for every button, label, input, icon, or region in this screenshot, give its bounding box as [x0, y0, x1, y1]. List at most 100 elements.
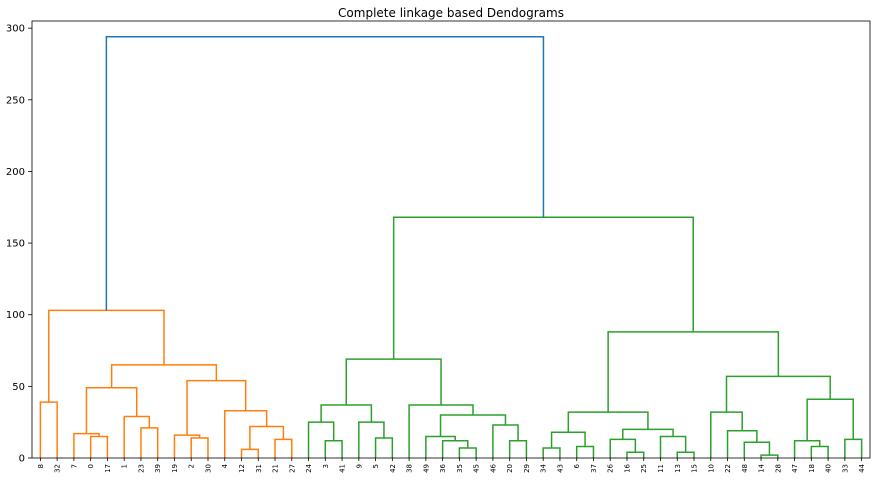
leaf-label-25: 25: [640, 464, 648, 473]
leaf-label-43: 43: [556, 464, 564, 473]
leaf-label-44: 44: [858, 463, 866, 472]
dendrogram-link-32: [609, 438, 637, 458]
dendrogram-link-30: [550, 431, 586, 448]
dendrogram-link-35: [622, 428, 674, 440]
y-axis: 0 50 100 150 200 250 300: [6, 24, 32, 465]
dendrogram-link-6: [190, 437, 209, 458]
dendrogram-links: [39, 36, 863, 458]
leaf-label-4: 4: [221, 463, 229, 468]
leaf-label-17: 17: [104, 464, 112, 473]
leaf-label-13: 13: [674, 464, 682, 473]
leaf-label-28: 28: [774, 464, 782, 473]
leaf-label-2: 2: [188, 464, 196, 468]
dendrogram-link-9: [274, 438, 293, 458]
dendrogram-link-10: [249, 425, 285, 450]
y-tick-label: 100: [6, 310, 25, 321]
dendrogram-link-0: [39, 401, 58, 458]
leaf-label-39: 39: [154, 464, 162, 473]
leaf-label-37: 37: [590, 464, 598, 473]
leaf-label-22: 22: [724, 464, 732, 473]
dendrogram-link-44: [806, 398, 854, 441]
dendrogram-link-41: [810, 445, 829, 458]
leaf-label-46: 46: [489, 463, 497, 472]
dendrogram-link-46: [607, 331, 780, 413]
leaf-label-35: 35: [456, 464, 464, 473]
dendrogram-link-20: [458, 447, 477, 458]
leaf-label-5: 5: [372, 464, 380, 468]
leaf-label-15: 15: [691, 464, 699, 473]
leaf-label-19: 19: [171, 464, 179, 473]
dendrogram-link-12: [186, 379, 247, 436]
leaf-label-1: 1: [121, 464, 129, 468]
leaf-label-20: 20: [506, 464, 514, 473]
dendrogram-link-33: [676, 451, 695, 458]
dendrogram-link-45: [725, 375, 831, 413]
dendrogram-link-42: [793, 440, 821, 458]
plot-frame: [31, 20, 871, 459]
dendrogram-link-31: [626, 451, 645, 458]
dendrogram-link-48: [105, 36, 545, 311]
dendrogram-link-24: [492, 424, 519, 458]
leaf-label-9: 9: [355, 464, 363, 468]
leaf-label-3: 3: [322, 464, 330, 468]
y-tick-label: 150: [6, 239, 25, 250]
dendrogram-link-47: [392, 216, 694, 360]
dendrogram-link-3: [140, 427, 159, 458]
dendrogram-link-22: [425, 435, 456, 458]
dendrogram-link-8: [240, 448, 260, 458]
leaf-label-45: 45: [473, 464, 481, 473]
dendrogram-link-5: [85, 387, 138, 434]
dendrogram-link-4: [123, 415, 151, 458]
leaf-label-40: 40: [825, 464, 833, 473]
leaf-label-41: 41: [339, 464, 347, 473]
leaf-label-24: 24: [305, 463, 313, 472]
dendrogram-link-37: [760, 454, 779, 458]
leaf-label-49: 49: [422, 464, 430, 473]
leaf-label-32: 32: [54, 464, 62, 473]
leaf-label-12: 12: [238, 464, 246, 473]
leaf-label-8: 8: [37, 464, 45, 468]
y-tick-label: 200: [6, 167, 25, 178]
dendrogram-link-23: [508, 440, 528, 458]
leaf-label-23: 23: [137, 464, 145, 473]
dendrogram-link-29: [575, 445, 595, 458]
leaf-label-29: 29: [523, 464, 531, 473]
dendrogram-link-15: [324, 440, 343, 458]
leaf-label-34: 34: [540, 463, 548, 472]
dendrogram-link-26: [408, 404, 474, 458]
leaf-label-16: 16: [623, 463, 631, 472]
y-tick-label: 250: [6, 95, 25, 106]
leaf-label-6: 6: [573, 463, 581, 468]
leaf-label-31: 31: [255, 464, 263, 473]
leaf-label-11: 11: [657, 464, 665, 473]
leaf-label-38: 38: [406, 464, 414, 473]
dendrogram-link-40: [710, 411, 743, 458]
leaf-label-48: 48: [741, 464, 749, 473]
leaf-label-47: 47: [791, 464, 799, 473]
leaf-label-27: 27: [288, 464, 296, 473]
dendrogram-link-11: [223, 409, 268, 458]
y-tick-label: 0: [19, 454, 25, 465]
dendrogram-link-18: [358, 421, 385, 458]
leaf-label-14: 14: [758, 463, 766, 472]
dendrogram-link-27: [345, 358, 442, 405]
chart-title: Complete linkage based Dendograms: [338, 6, 564, 20]
leaf-label-0: 0: [87, 464, 95, 468]
dendrogram-link-28: [542, 447, 561, 458]
dendrogram-link-2: [73, 432, 100, 458]
leaf-label-33: 33: [841, 464, 849, 473]
dendrogram-link-17: [374, 437, 394, 458]
dendrogram-link-21: [441, 440, 469, 458]
y-tick-label: 300: [6, 24, 25, 35]
dendrogram-link-43: [844, 438, 863, 458]
dendrogram-link-1: [89, 435, 109, 458]
leaf-label-18: 18: [808, 464, 816, 473]
leaf-label-30: 30: [204, 464, 212, 473]
leaf-label-36: 36: [439, 463, 447, 472]
x-axis: 8 32 7 0 17 1 23 39 19 2 30 4 12 31 21 27 24 3 41 9 5 42 38 49 3…: [37, 458, 866, 473]
y-tick-label: 50: [12, 382, 25, 393]
dendrogram-link-14: [48, 309, 165, 403]
dendrogram-link-13: [110, 364, 218, 388]
leaf-label-26: 26: [607, 463, 615, 472]
